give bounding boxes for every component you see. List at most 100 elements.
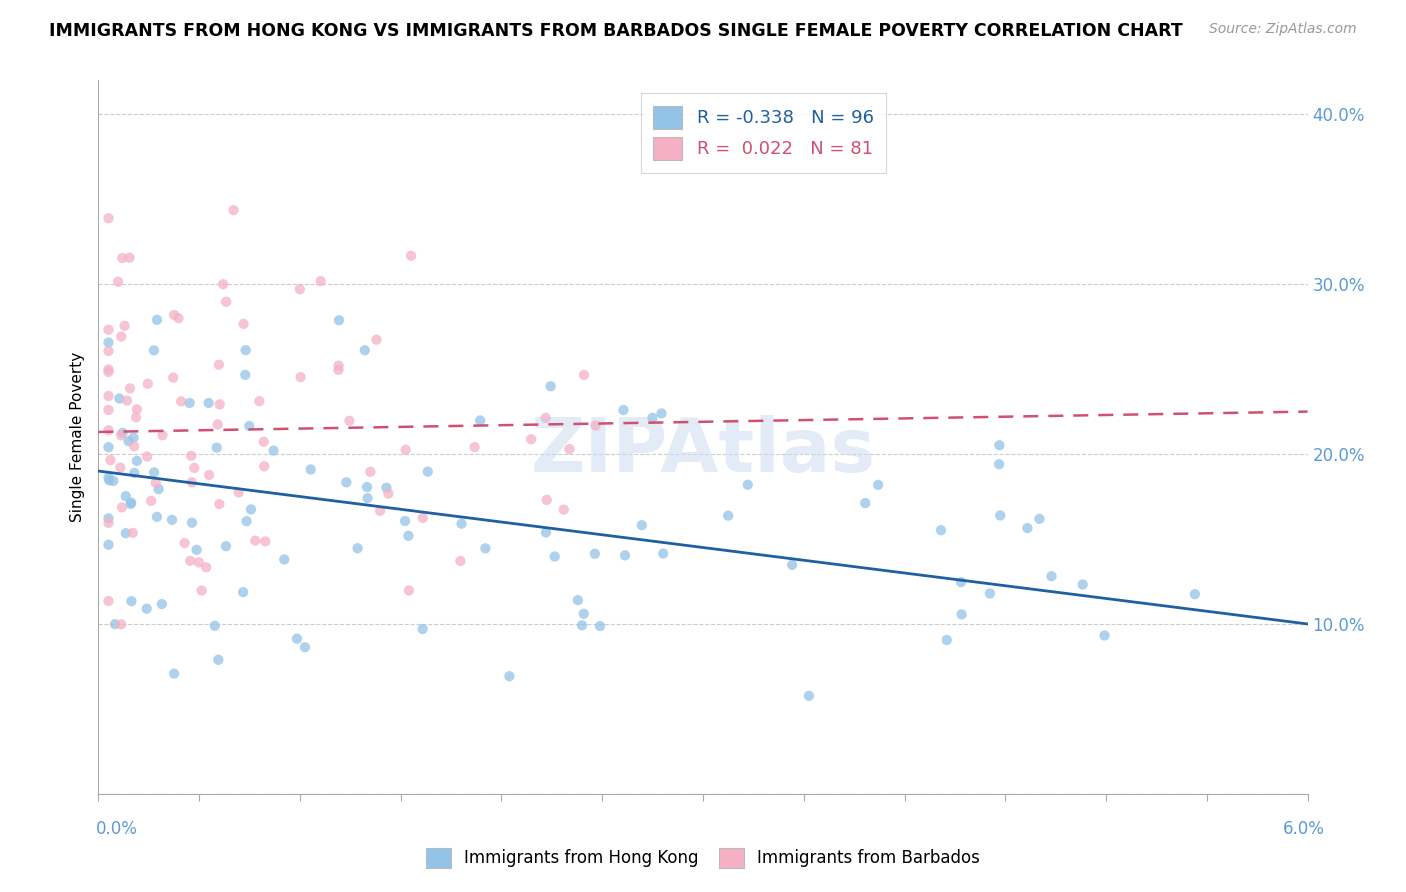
Point xyxy=(1040,569,1063,583)
Legend: Immigrants from Hong Kong, Immigrants from Barbados: Immigrants from Hong Kong, Immigrants fr… xyxy=(419,841,987,875)
Point xyxy=(294,640,316,655)
Point xyxy=(285,632,308,646)
Point xyxy=(139,493,162,508)
Point xyxy=(254,534,277,549)
Point xyxy=(97,403,120,417)
Point xyxy=(180,449,202,463)
Point xyxy=(979,586,1001,600)
Point xyxy=(228,485,250,500)
Point xyxy=(120,594,142,608)
Point xyxy=(1094,628,1116,642)
Point xyxy=(104,617,127,632)
Point xyxy=(536,492,558,507)
Point xyxy=(498,669,520,683)
Point xyxy=(208,497,231,511)
Point xyxy=(288,282,311,296)
Point xyxy=(167,311,190,326)
Point xyxy=(1071,577,1094,591)
Point xyxy=(114,489,136,503)
Point xyxy=(1184,587,1206,601)
Point xyxy=(572,368,595,382)
Point xyxy=(474,541,496,556)
Point xyxy=(208,397,231,411)
Point xyxy=(183,461,205,475)
Legend: R = -0.338   N = 96, R =  0.022   N = 81: R = -0.338 N = 96, R = 0.022 N = 81 xyxy=(641,93,886,173)
Point xyxy=(97,440,120,454)
Point xyxy=(111,500,134,515)
Point xyxy=(222,203,245,218)
Point xyxy=(152,428,174,442)
Point xyxy=(339,414,361,428)
Point xyxy=(97,594,120,608)
Point xyxy=(399,249,422,263)
Point xyxy=(125,402,148,417)
Point xyxy=(179,396,201,410)
Point xyxy=(181,516,204,530)
Point xyxy=(353,343,375,358)
Point xyxy=(377,486,399,500)
Point xyxy=(534,525,557,540)
Point xyxy=(146,313,169,327)
Point xyxy=(160,513,183,527)
Point xyxy=(290,370,312,384)
Point xyxy=(232,317,254,331)
Point xyxy=(97,323,120,337)
Point xyxy=(97,365,120,379)
Point xyxy=(212,277,235,292)
Point xyxy=(273,552,295,566)
Point xyxy=(534,410,557,425)
Point xyxy=(412,622,434,636)
Point xyxy=(233,368,256,382)
Point xyxy=(146,509,169,524)
Point xyxy=(97,516,120,530)
Point xyxy=(245,533,267,548)
Point xyxy=(170,394,193,409)
Point xyxy=(110,460,132,475)
Point xyxy=(120,495,142,509)
Point xyxy=(1017,521,1039,535)
Point xyxy=(103,474,125,488)
Point xyxy=(120,497,142,511)
Point xyxy=(737,477,759,491)
Point xyxy=(204,618,226,632)
Point xyxy=(309,274,332,288)
Text: ZIPAtlas: ZIPAtlas xyxy=(530,415,876,488)
Point xyxy=(359,465,381,479)
Point xyxy=(253,434,276,449)
Point xyxy=(100,453,122,467)
Point xyxy=(335,475,357,490)
Point xyxy=(232,585,254,599)
Point xyxy=(553,502,575,516)
Point xyxy=(544,549,567,564)
Point xyxy=(148,482,170,496)
Point xyxy=(950,575,973,590)
Point xyxy=(368,504,391,518)
Point xyxy=(121,525,143,540)
Point xyxy=(114,526,136,541)
Point xyxy=(235,514,257,528)
Point xyxy=(450,516,472,531)
Point xyxy=(118,381,141,395)
Point xyxy=(97,423,120,437)
Point xyxy=(571,618,593,632)
Text: 6.0%: 6.0% xyxy=(1282,820,1324,838)
Point xyxy=(612,403,634,417)
Point xyxy=(97,511,120,525)
Point xyxy=(111,425,134,440)
Point xyxy=(97,362,120,376)
Point xyxy=(97,471,120,485)
Point xyxy=(868,478,890,492)
Point xyxy=(238,419,260,434)
Point xyxy=(122,439,145,453)
Point xyxy=(641,410,664,425)
Point xyxy=(247,394,270,409)
Point xyxy=(215,294,238,309)
Point xyxy=(114,318,136,333)
Point xyxy=(299,462,322,476)
Point xyxy=(853,496,876,510)
Point xyxy=(950,607,973,622)
Point xyxy=(449,554,471,568)
Point xyxy=(163,666,186,681)
Point xyxy=(97,211,120,226)
Point xyxy=(135,601,157,615)
